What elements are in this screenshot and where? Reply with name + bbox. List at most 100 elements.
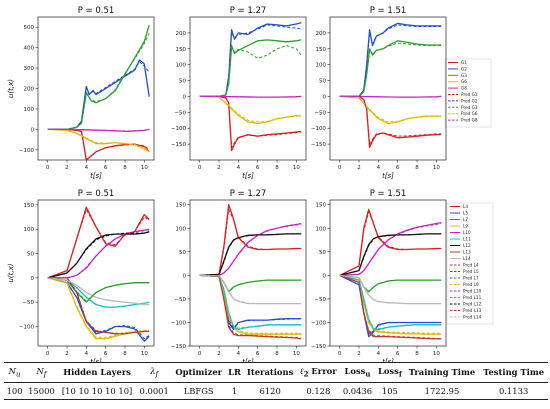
- y-tick-label: −50: [174, 297, 186, 303]
- x-tick-label: 2: [217, 351, 221, 357]
- series-line-pred-l4: [199, 208, 302, 276]
- series-line-pred-l4: [47, 209, 150, 279]
- header-loss-f-base: Loss: [377, 366, 399, 376]
- cell-lr: 1: [225, 382, 244, 400]
- series-line-pred-l11: [199, 274, 302, 329]
- x-tick-label: 6: [256, 165, 260, 171]
- series-line-g2: [47, 59, 150, 131]
- plot-frame: [189, 16, 307, 161]
- series-line-g3: [339, 40, 442, 98]
- x-tick-label: 10: [141, 351, 148, 357]
- y-tick-label: 200: [24, 87, 35, 93]
- legend-label: L4: [463, 204, 468, 209]
- series-line-l12: [47, 230, 150, 279]
- chart-panel: P = 1.51 0 2 4 6 8 10 −150 −100 −50 0 50 100 150 200 t[…: [311, 6, 447, 180]
- chart-panel: P = 1.51 0 2 4 6 8 10 −150 −100 −50 0 50 100 150 t[s]: [311, 189, 447, 362]
- series-line-l5: [199, 274, 302, 331]
- x-tick-label: 8: [415, 165, 419, 171]
- series-line-l9: [339, 274, 442, 335]
- x-tick-label: 2: [65, 351, 69, 357]
- series-line-g3: [199, 39, 302, 98]
- y-tick-label: 50: [319, 79, 326, 85]
- series-line-g2: [199, 22, 302, 98]
- y-tick-label: 150: [24, 203, 35, 209]
- series-line-pred-g3: [47, 33, 150, 130]
- chart-panel: P = 1.27 0 2 4 6 8 10 −150 −100 −50 0 50 100 150 t[s]: [171, 189, 307, 362]
- series-line-l4: [47, 206, 150, 279]
- series-line-pred-l9: [47, 277, 150, 338]
- y-tick-label: 0: [323, 273, 327, 279]
- y-tick-label: 100: [176, 226, 187, 232]
- legend-label: Pred L5: [463, 269, 479, 274]
- y-tick-label: 0: [323, 94, 327, 100]
- legend-label: L12: [463, 243, 471, 248]
- header-loss-f-sub: f: [398, 369, 402, 379]
- y-tick-label: 50: [179, 79, 186, 85]
- x-tick-label: 2: [357, 351, 361, 357]
- series-line-pred-l7: [199, 274, 302, 292]
- header-l2-sub: 2: [303, 369, 309, 379]
- y-tick-label: 0: [31, 127, 35, 133]
- cell-nf: 15000: [25, 382, 58, 400]
- series-line-pred-l14: [339, 274, 442, 305]
- x-tick-label: 0: [46, 351, 50, 357]
- y-axis-label: u(t,x): [7, 263, 15, 282]
- header-training-time: Training Time: [404, 362, 480, 383]
- legend-label: L5: [463, 211, 468, 216]
- y-tick-label: 150: [316, 203, 327, 209]
- header-nu-sub: u: [16, 370, 21, 379]
- legend-label: Pred L7: [463, 276, 479, 281]
- y-tick-label: −150: [311, 344, 327, 350]
- header-lambda-base: λ: [150, 366, 156, 376]
- header-nu: Nu: [4, 362, 26, 383]
- legend-label: Pred G1: [461, 92, 478, 97]
- y-tick-label: 500: [24, 25, 35, 31]
- y-tick-label: −150: [311, 142, 327, 148]
- series-line-pred-g3: [339, 42, 442, 97]
- y-tick-label: 100: [316, 226, 327, 232]
- header-lr: LR: [225, 362, 244, 383]
- x-axis-label: t[s]: [90, 172, 102, 180]
- y-tick-label: 0: [183, 273, 187, 279]
- y-axis-label: u(t,x): [7, 79, 15, 98]
- x-tick-label: 0: [338, 165, 342, 171]
- x-tick-label: 2: [65, 165, 69, 171]
- x-tick-label: 6: [256, 351, 260, 357]
- legend-label: L13: [463, 250, 471, 255]
- series-line-pred-l5: [47, 277, 150, 340]
- header-l2-error: ℓ2 Error: [296, 362, 340, 383]
- x-axis-label: t[s]: [382, 358, 394, 362]
- header-nu-base: N: [8, 366, 16, 376]
- legend-label: L9: [463, 224, 468, 229]
- series-line-l9: [47, 277, 150, 340]
- y-tick-label: 50: [319, 250, 326, 256]
- x-tick-label: 4: [85, 165, 89, 171]
- legend-label: Pred G3: [461, 105, 478, 110]
- header-nf: Nf: [25, 362, 58, 383]
- legend-label: Pred L11: [463, 295, 482, 300]
- x-tick-label: 6: [396, 351, 400, 357]
- header-nf-base: N: [36, 366, 44, 376]
- cell-hidden-layers: [10 10 10 10 10]: [57, 382, 137, 400]
- plot-frame: [37, 199, 155, 347]
- series-line-pred-l7: [339, 274, 442, 292]
- y-tick-label: −100: [171, 126, 187, 132]
- x-tick-label: 2: [217, 165, 221, 171]
- cell-lambda-f: 0.0001: [136, 382, 172, 400]
- x-tick-label: 8: [415, 351, 419, 357]
- series-line-l13: [339, 274, 442, 340]
- x-tick-label: 4: [85, 351, 89, 357]
- series-line-pred-l12: [47, 231, 150, 279]
- header-iterations: Iterations: [243, 362, 297, 383]
- series-line-pred-g8: [47, 128, 150, 132]
- y-tick-label: −100: [171, 320, 187, 326]
- x-tick-label: 10: [141, 165, 148, 171]
- y-tick-label: −150: [171, 142, 187, 148]
- x-tick-label: 0: [338, 351, 342, 357]
- series-line-pred-l14: [199, 274, 302, 305]
- y-tick-label: −50: [314, 297, 326, 303]
- header-optimizer: Optimizer: [171, 362, 226, 383]
- legend-label: Pred L12: [463, 302, 482, 307]
- header-lambda-f: λf: [136, 362, 172, 383]
